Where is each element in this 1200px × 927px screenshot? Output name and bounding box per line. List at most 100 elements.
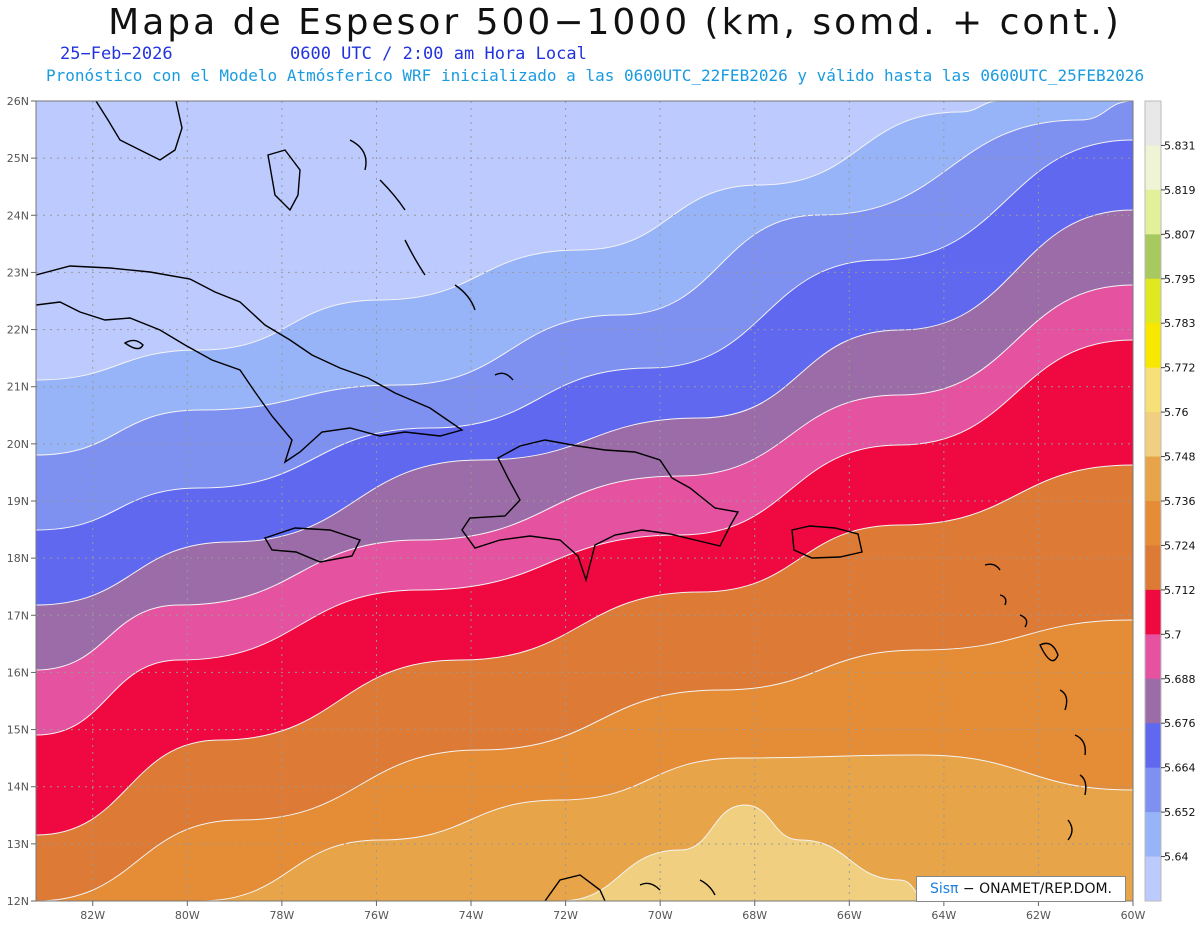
band-fill <box>200 755 1133 901</box>
bahamas-cays <box>349 139 514 381</box>
lon-label: 76W <box>364 909 389 922</box>
color-scale-labels: 5.831 5.819 5.807 5.795 5.783 5.772 5.76 5.748 5… <box>1161 139 1196 864</box>
lat-label: 15N <box>7 724 29 737</box>
lon-label: 72W <box>553 909 578 922</box>
scale-label: 5.712 <box>1164 584 1196 597</box>
band-fill <box>560 805 1133 901</box>
lat-label: 18N <box>7 552 29 565</box>
contour-line <box>36 464 1133 836</box>
color-scale-bar <box>1144 100 1162 902</box>
scale-label: 5.64 <box>1164 851 1189 864</box>
isla-juventud <box>123 339 144 350</box>
contour-line <box>36 619 1133 901</box>
lon-label: 60W <box>1121 909 1146 922</box>
contour-line <box>36 284 1133 671</box>
scale-swatch <box>1145 812 1161 858</box>
scale-label: 5.664 <box>1164 762 1196 775</box>
lon-label: 78W <box>269 909 294 922</box>
lat-label: 17N <box>7 609 29 622</box>
lat-label: 24N <box>7 209 29 222</box>
coastlines <box>36 101 1087 901</box>
scale-swatch <box>1145 767 1161 813</box>
scale-label: 5.783 <box>1164 317 1196 330</box>
lon-label: 70W <box>648 909 673 922</box>
scale-label: 5.795 <box>1164 273 1196 286</box>
lon-label: 64W <box>931 909 956 922</box>
lat-label: 26N <box>7 95 29 108</box>
scale-swatch <box>1145 278 1161 324</box>
sispi-logo: Sisπ <box>929 881 959 897</box>
contour-line <box>36 139 1133 531</box>
contour-line <box>36 101 1001 381</box>
longitude-labels: 82W 80W 78W 76W 74W 72W 70W 68W 66W 64W 62W 60W <box>80 901 1146 922</box>
contour-line <box>36 101 1133 456</box>
scale-swatch <box>1145 589 1161 635</box>
scale-swatch <box>1145 856 1161 902</box>
jamaica-coast <box>263 527 361 563</box>
lat-label: 22N <box>7 324 29 337</box>
cuba-coast <box>36 265 464 464</box>
lat-label: 12N <box>7 895 29 908</box>
lat-label: 13N <box>7 838 29 851</box>
lat-label: 23N <box>7 266 29 279</box>
lat-label: 16N <box>7 666 29 679</box>
scale-label: 5.76 <box>1164 406 1189 419</box>
contour-line <box>36 339 1133 736</box>
scale-label: 5.748 <box>1164 451 1196 464</box>
lat-label: 19N <box>7 495 29 508</box>
scale-label: 5.807 <box>1164 228 1196 241</box>
lat-label: 21N <box>7 381 29 394</box>
scale-swatch <box>1145 634 1161 680</box>
scale-swatch <box>1145 145 1161 191</box>
scale-label: 5.688 <box>1164 673 1196 686</box>
lat-label: 14N <box>7 781 29 794</box>
lon-label: 74W <box>459 909 484 922</box>
scale-label: 5.772 <box>1164 362 1196 375</box>
hispaniola-coast <box>461 439 740 583</box>
scale-label: 5.676 <box>1164 717 1196 730</box>
scale-swatch <box>1145 545 1161 591</box>
thickness-bands <box>36 101 1133 901</box>
scale-label: 5.7 <box>1164 628 1182 641</box>
puerto-rico-coast <box>791 525 863 559</box>
credit-box: Sisπ − ONAMET/REP.DOM. <box>916 876 1126 902</box>
scale-swatch <box>1145 678 1161 724</box>
scale-swatch <box>1145 367 1161 413</box>
contour-lines <box>36 101 1133 901</box>
scale-swatch <box>1145 101 1161 146</box>
scale-label: 5.819 <box>1164 184 1196 197</box>
lat-lon-grid <box>36 101 1133 901</box>
scale-swatch <box>1145 723 1161 769</box>
model-subtitle: Pronóstico con el Modelo Atmósferico WRF… <box>46 66 1145 85</box>
scale-swatch <box>1145 412 1161 458</box>
map-title: Mapa de Espesor 500−1000 (km, somd. + co… <box>108 2 1122 43</box>
valid-time: 0600 UTC / 2:00 am Hora Local <box>290 44 587 64</box>
contour-line <box>36 209 1133 606</box>
lat-label: 20N <box>7 438 29 451</box>
lon-label: 68W <box>742 909 767 922</box>
forecast-date: 25−Feb−2026 <box>60 44 173 64</box>
scale-label: 5.724 <box>1164 539 1196 552</box>
lat-label: 25N <box>7 152 29 165</box>
scale-label: 5.831 <box>1164 139 1196 152</box>
lon-label: 66W <box>837 909 862 922</box>
scale-swatch <box>1145 189 1161 235</box>
contour-line <box>199 754 1133 901</box>
lon-label: 82W <box>80 909 105 922</box>
scale-label: 5.736 <box>1164 495 1196 508</box>
lon-label: 80W <box>175 909 200 922</box>
scale-swatch <box>1145 323 1161 369</box>
scale-swatch <box>1145 456 1161 502</box>
credit-text: − ONAMET/REP.DOM. <box>958 881 1112 897</box>
lesser-antilles <box>984 563 1087 841</box>
scale-swatch <box>1145 501 1161 546</box>
contour-line <box>559 804 931 901</box>
scale-swatch <box>1145 234 1161 280</box>
south-american-coast <box>544 874 716 901</box>
lon-label: 62W <box>1026 909 1051 922</box>
andros-island <box>267 149 301 212</box>
florida-coast <box>95 101 183 161</box>
scale-label: 5.652 <box>1164 806 1196 819</box>
latitude-labels: 26N 25N 24N 23N 22N 21N 20N 19N 18N 17N 16N 15N 14N 1… <box>7 95 36 908</box>
